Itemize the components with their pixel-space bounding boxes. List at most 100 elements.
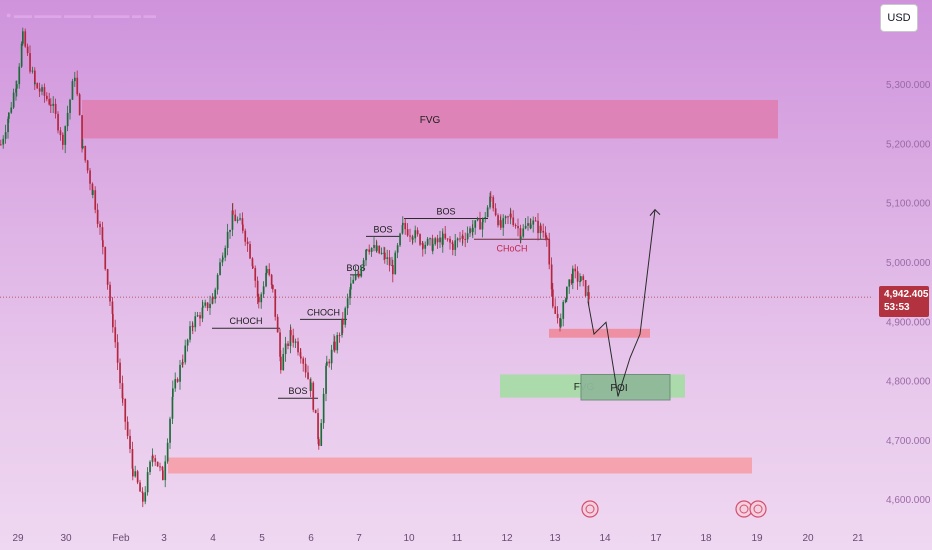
candle-body (96, 209, 99, 224)
candle-body (216, 274, 219, 290)
candle-body (342, 318, 344, 325)
candle-body (99, 223, 101, 228)
candle-body (378, 245, 381, 254)
candle-body (171, 396, 174, 419)
candle-body (560, 318, 562, 327)
candle-body (224, 247, 227, 258)
event-flag-icon[interactable] (735, 500, 753, 518)
candle-body (74, 77, 76, 82)
candle-body (449, 238, 451, 243)
candle-body (76, 77, 79, 95)
event-icon-core (753, 504, 763, 514)
candle-body (162, 470, 164, 481)
candle-body (91, 183, 94, 195)
candle-body (256, 280, 259, 297)
candle-body (399, 233, 401, 246)
candle-body (520, 236, 522, 240)
candle-body (159, 466, 161, 468)
last-price-value: 4,942.405 (884, 289, 929, 300)
x-tick-label: 19 (751, 533, 763, 544)
candle-body (50, 104, 52, 106)
candle-body (232, 210, 234, 215)
zone-1 (549, 328, 650, 338)
candle-body (94, 190, 97, 210)
candle-body (432, 244, 434, 251)
candle-body (530, 224, 532, 229)
candle-body (314, 409, 317, 414)
candle-body (78, 94, 81, 116)
candle-body (406, 229, 409, 236)
candle-body (226, 231, 229, 248)
candle-body (41, 87, 43, 92)
candle-body (106, 269, 109, 285)
candle-body (48, 99, 51, 105)
candle-body (349, 289, 351, 299)
candle-body (287, 343, 289, 347)
x-tick-label: 18 (700, 533, 712, 544)
candle-body (546, 237, 548, 240)
candle-body (22, 31, 24, 44)
candle-body (384, 252, 386, 259)
candle-body (512, 217, 515, 226)
candle-body (519, 228, 522, 240)
y-tick-label: 4,900.000 (886, 317, 931, 328)
event-flag-icon[interactable] (581, 500, 599, 518)
candle-body (554, 306, 557, 314)
candle-body (302, 358, 305, 364)
candle-body (490, 196, 492, 198)
symbol-legend[interactable]: ● ▬▬ ▬▬▬ ▬▬▬ ▬▬▬▬ ▬ ▬▬▬▬ (6, 10, 156, 20)
candle-body (31, 70, 34, 72)
zone-0 (82, 99, 778, 139)
candle-body (34, 83, 36, 85)
candle-body (580, 276, 582, 282)
candle-body (236, 219, 239, 221)
currency-button[interactable]: USD (880, 4, 918, 32)
candle-body (146, 472, 149, 493)
candle-body (328, 361, 331, 364)
candle-body (221, 259, 224, 263)
candle-body (124, 398, 127, 422)
candle-body (479, 218, 481, 230)
price-axis: 5,300.000 5,200.000 5,100.000 5,000.000 4,90… (886, 80, 931, 506)
structure-label-1: CHOCH (307, 307, 340, 317)
candle-body (588, 292, 590, 300)
x-tick-label: 5 (259, 533, 265, 544)
candle-body (537, 220, 539, 234)
candle-body (136, 471, 139, 483)
candle-body (326, 361, 328, 366)
y-tick-label: 5,200.000 (886, 139, 931, 150)
candle-body (26, 46, 29, 54)
candle-body (464, 239, 467, 241)
structure-label-2: BOS (288, 386, 307, 396)
candles-layer (0, 27, 590, 508)
candle-body (409, 235, 411, 237)
candle-body (481, 222, 484, 230)
candle-body (62, 135, 64, 145)
candle-body (121, 383, 124, 399)
candle-body (265, 273, 267, 287)
zone-label-0: FVG (420, 115, 441, 126)
candle-body (174, 379, 177, 389)
y-tick-label: 4,600.000 (886, 495, 931, 506)
candle-body (564, 299, 567, 303)
structure-label-5: BOS (436, 207, 455, 217)
candle-body (268, 268, 271, 275)
candle-body (584, 280, 587, 296)
candle-body (365, 249, 367, 261)
candle-body (92, 190, 94, 195)
candle-body (426, 238, 429, 245)
candle-body (517, 226, 519, 229)
candle-body (576, 271, 579, 282)
candle-body (500, 220, 502, 228)
candle-body (414, 230, 417, 239)
candle-body (312, 382, 315, 410)
candle-body (2, 138, 5, 145)
candle-body (360, 267, 363, 277)
event-flag-icon[interactable] (749, 500, 767, 518)
candle-body (466, 233, 469, 240)
candle-body (8, 112, 10, 119)
projection-path (587, 209, 656, 397)
candle-body (219, 262, 221, 275)
candle-body (325, 365, 327, 394)
